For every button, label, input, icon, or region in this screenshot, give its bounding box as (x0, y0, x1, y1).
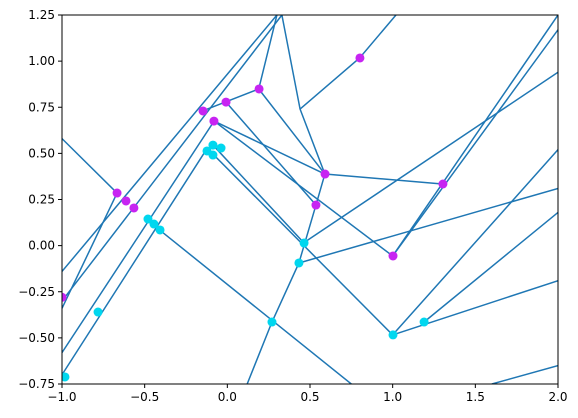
segment (392, 15, 558, 257)
point (121, 196, 131, 206)
segment (62, 15, 278, 272)
y-tick-label: −0.25 (18, 285, 55, 299)
axes-frame (61, 14, 559, 385)
point (311, 200, 321, 210)
point (419, 317, 429, 327)
segment (225, 101, 317, 206)
point (267, 317, 277, 327)
point (208, 140, 218, 150)
point (209, 116, 219, 126)
point (388, 330, 398, 340)
x-tick-label: 2.0 (548, 390, 567, 404)
point (155, 225, 165, 235)
segment (392, 279, 558, 336)
segment (298, 187, 558, 264)
segment (212, 144, 305, 244)
point (438, 179, 448, 189)
point (112, 188, 122, 198)
segment (213, 120, 394, 257)
x-tick-label: 1.5 (466, 390, 485, 404)
segment (62, 138, 118, 194)
point (294, 258, 304, 268)
y-tick-label: −0.75 (18, 377, 55, 391)
point (208, 150, 218, 160)
x-tick-label: 1.0 (383, 390, 402, 404)
segment (213, 120, 326, 175)
segment (62, 147, 209, 376)
point (355, 53, 365, 63)
x-tick-label: −1.0 (47, 390, 76, 404)
x-tick-label: −0.5 (130, 390, 159, 404)
segment (299, 15, 397, 110)
segment (159, 229, 352, 384)
segment (392, 149, 558, 336)
y-tick-label: 0.50 (28, 146, 55, 160)
segment (302, 71, 558, 244)
point (143, 214, 153, 224)
point (93, 307, 103, 317)
y-tick-label: 1.00 (28, 54, 55, 68)
segment (62, 120, 215, 354)
point (254, 84, 264, 94)
y-tick-label: 0.00 (28, 239, 55, 253)
segment (324, 173, 443, 185)
point (62, 292, 67, 302)
point (320, 169, 330, 179)
point (388, 251, 398, 261)
segment (491, 364, 558, 384)
point (216, 143, 226, 153)
y-tick-label: 0.25 (28, 193, 55, 207)
y-tick-label: −0.50 (18, 331, 55, 345)
point (299, 238, 309, 248)
x-tick-label: 0.5 (300, 390, 319, 404)
y-tick-label: 0.75 (28, 100, 55, 114)
segment (62, 15, 283, 302)
plot-area (62, 15, 558, 384)
segment (423, 211, 558, 323)
segment (62, 192, 118, 309)
segment (392, 29, 558, 257)
point (198, 106, 208, 116)
point (62, 372, 70, 382)
point (149, 219, 159, 229)
point (129, 203, 139, 213)
y-tick-label: 1.25 (28, 8, 55, 22)
point (221, 97, 231, 107)
x-tick-label: 0.0 (218, 390, 237, 404)
segment (281, 15, 326, 175)
segment (258, 88, 326, 175)
